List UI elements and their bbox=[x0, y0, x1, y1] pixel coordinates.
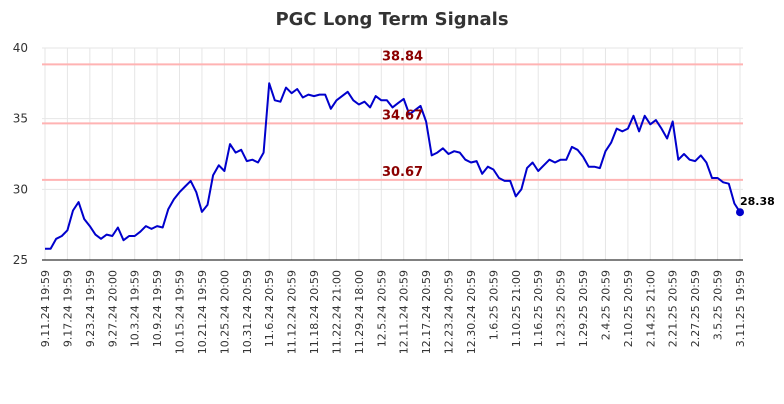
x-tick-label: 2.21.25 20:59 bbox=[667, 270, 680, 347]
x-tick-label: 10.9.24 19:59 bbox=[151, 270, 164, 347]
x-tick-label: 9.27.24 20:00 bbox=[106, 270, 119, 347]
x-tick-label: 2.27.25 20:59 bbox=[689, 270, 702, 347]
reference-line-label: 34.67 bbox=[382, 108, 423, 123]
x-tick-label: 1.6.25 20:59 bbox=[487, 270, 500, 340]
x-tick-label: 1.29.25 20:59 bbox=[577, 270, 590, 347]
x-tick-label: 2.10.25 20:59 bbox=[622, 270, 635, 347]
x-tick-label: 2.14.25 21:00 bbox=[644, 270, 657, 347]
y-tick-label: 25 bbox=[13, 253, 28, 267]
x-tick-label: 11.29.24 18:00 bbox=[353, 270, 366, 354]
y-tick-label: 35 bbox=[13, 112, 28, 126]
x-tick-label: 11.18.24 20:59 bbox=[308, 270, 321, 354]
series-layer bbox=[45, 82, 744, 250]
last-value-label: 28.38 bbox=[740, 195, 775, 208]
y-tick-label: 30 bbox=[13, 182, 28, 196]
grid-lines bbox=[42, 47, 743, 261]
last-point-marker bbox=[736, 208, 744, 217]
x-tick-label: 1.10.25 21:00 bbox=[510, 270, 523, 347]
x-tick-label: 12.11.24 20:59 bbox=[398, 270, 411, 354]
x-tick-label: 10.25.24 20:00 bbox=[218, 270, 231, 354]
x-tick-label: 11.6.24 20:59 bbox=[263, 270, 276, 347]
chart-title: PGC Long Term Signals bbox=[275, 9, 508, 30]
x-tick-label: 11.12.24 20:59 bbox=[286, 270, 299, 354]
x-tick-label: 10.15.24 19:59 bbox=[174, 270, 187, 354]
x-tick-label: 12.23.24 20:59 bbox=[443, 270, 456, 354]
x-tick-label: 10.21.24 19:59 bbox=[196, 270, 209, 354]
x-tick-label: 3.11.25 19:59 bbox=[734, 270, 747, 347]
reference-line-label: 38.84 bbox=[382, 49, 423, 64]
x-tick-label: 12.30.24 20:59 bbox=[465, 270, 478, 354]
x-tick-label: 10.31.24 20:59 bbox=[241, 270, 254, 354]
price-series-line bbox=[45, 82, 741, 250]
reference-lines bbox=[42, 63, 743, 181]
x-tick-label: 1.23.25 20:59 bbox=[555, 270, 568, 347]
x-tick-label: 2.4.25 20:59 bbox=[599, 270, 612, 340]
y-tick-label: 40 bbox=[13, 41, 28, 55]
labels-layer: 25 30 35 40 9.11.24 19:59 9.17.24 19:59 9.23.2… bbox=[13, 41, 775, 354]
x-tick-label: 11.22.24 21:00 bbox=[330, 270, 343, 354]
x-tick-label: 9.11.24 19:59 bbox=[39, 270, 52, 347]
reference-line-label: 30.67 bbox=[382, 165, 423, 180]
x-tick-label: 9.17.24 19:59 bbox=[61, 270, 74, 347]
x-tick-label: 10.3.24 19:59 bbox=[129, 270, 142, 347]
x-tick-label: 3.5.25 20:59 bbox=[712, 270, 725, 340]
x-tick-label: 12.5.24 20:59 bbox=[375, 270, 388, 347]
x-tick-label: 12.17.24 20:59 bbox=[420, 270, 433, 354]
x-tick-label: 1.16.25 20:59 bbox=[532, 270, 545, 347]
x-tick-label: 9.23.24 19:59 bbox=[84, 270, 97, 347]
